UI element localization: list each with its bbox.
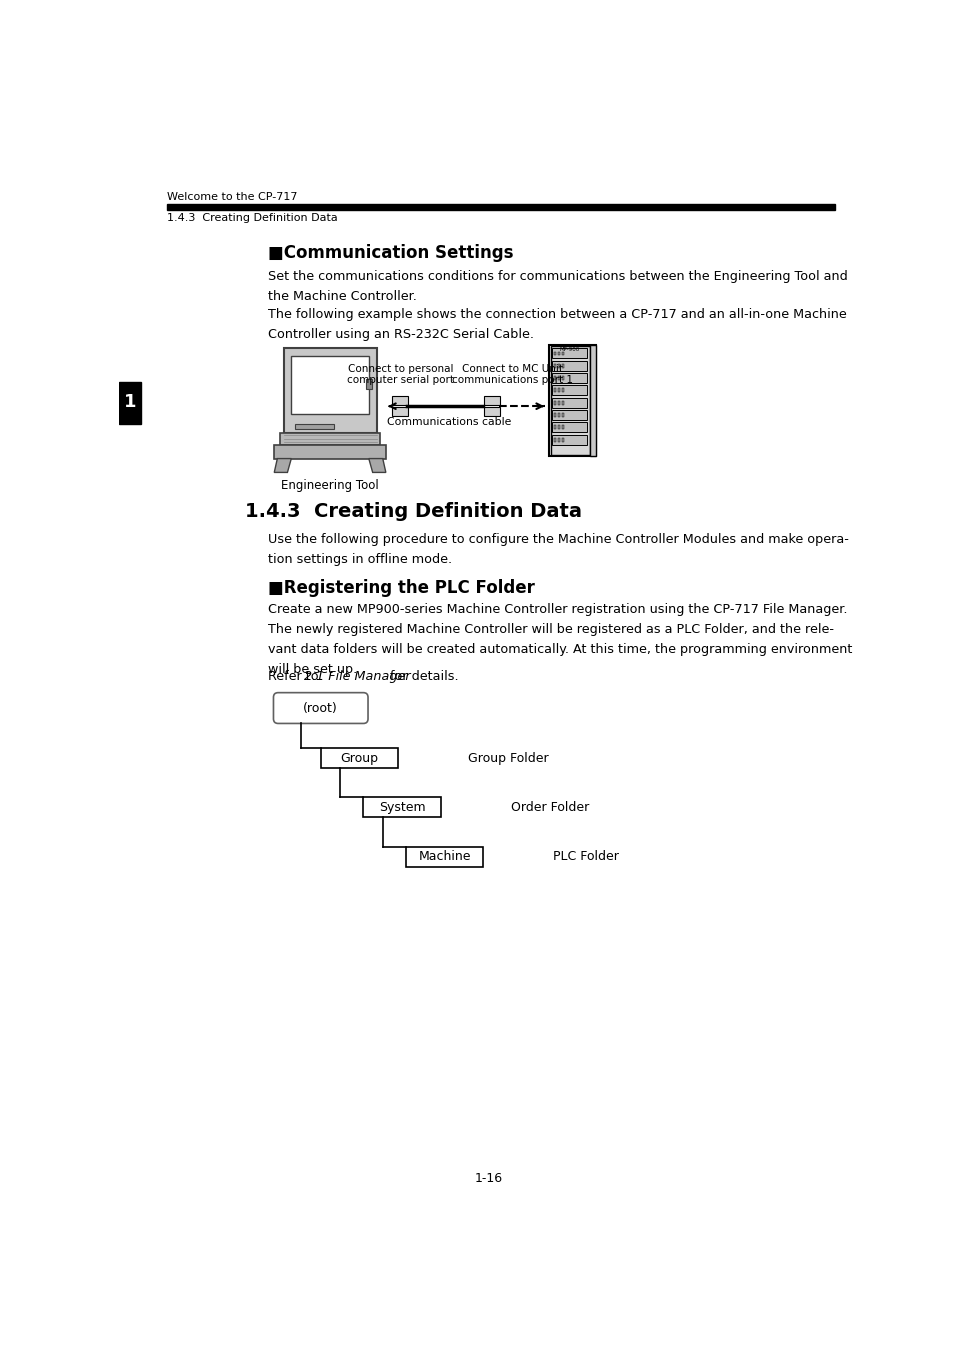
Bar <box>554 438 556 442</box>
Text: Communications cable: Communications cable <box>386 417 511 427</box>
Text: Welcome to the CP-717: Welcome to the CP-717 <box>167 192 297 203</box>
Text: (root): (root) <box>303 701 337 715</box>
Bar <box>554 413 556 417</box>
Text: PLC Folder: PLC Folder <box>553 850 618 863</box>
Bar <box>558 426 559 430</box>
Bar <box>561 401 563 405</box>
Bar <box>561 351 563 355</box>
Text: 1: 1 <box>124 393 136 411</box>
Text: MP-900: MP-900 <box>558 347 579 351</box>
Bar <box>558 363 559 367</box>
Text: Order Folder: Order Folder <box>510 801 588 813</box>
Text: Engineering Tool: Engineering Tool <box>281 478 378 492</box>
Bar <box>554 376 556 380</box>
Text: Create a new MP900-series Machine Controller registration using the CP-717 File : Create a new MP900-series Machine Contro… <box>268 603 852 676</box>
Bar <box>554 401 556 405</box>
Text: Machine: Machine <box>418 850 471 863</box>
Bar <box>279 434 380 444</box>
Text: for details.: for details. <box>385 670 458 684</box>
FancyBboxPatch shape <box>274 693 368 723</box>
Text: Group Folder: Group Folder <box>468 751 548 765</box>
Text: 2.1 File Manager: 2.1 File Manager <box>303 670 410 684</box>
Bar <box>365 380 372 389</box>
Bar <box>552 397 586 408</box>
Bar <box>552 349 586 358</box>
Bar <box>549 345 596 457</box>
FancyBboxPatch shape <box>484 396 499 405</box>
Bar <box>320 748 397 769</box>
Bar <box>294 424 334 430</box>
FancyBboxPatch shape <box>484 407 499 416</box>
FancyBboxPatch shape <box>392 396 407 405</box>
Bar <box>552 411 586 420</box>
Bar <box>554 363 556 367</box>
Bar <box>558 438 559 442</box>
Bar <box>558 413 559 417</box>
Text: Refer to: Refer to <box>268 670 322 684</box>
Bar <box>561 376 563 380</box>
Bar <box>552 373 586 384</box>
Bar <box>554 389 556 392</box>
Bar <box>554 351 556 355</box>
Bar <box>589 345 596 457</box>
Bar <box>363 797 440 817</box>
Text: 1-16: 1-16 <box>475 1173 502 1185</box>
Bar <box>554 426 556 430</box>
Bar <box>406 847 483 867</box>
Bar <box>561 389 563 392</box>
Bar <box>561 363 563 367</box>
Bar <box>558 351 559 355</box>
Bar <box>550 346 589 455</box>
Text: Connect to personal
computer serial port: Connect to personal computer serial port <box>347 363 454 385</box>
Bar <box>552 385 586 396</box>
Bar <box>552 435 586 444</box>
Bar <box>119 381 141 424</box>
Text: ■Communication Settings: ■Communication Settings <box>268 243 513 262</box>
Text: Connect to MC Unit
communications port 1: Connect to MC Unit communications port 1 <box>451 363 572 385</box>
Bar <box>552 361 586 370</box>
Text: Use the following procedure to configure the Machine Controller Modules and make: Use the following procedure to configure… <box>268 534 848 566</box>
Bar <box>274 444 385 458</box>
Text: System: System <box>378 801 425 813</box>
FancyBboxPatch shape <box>392 407 407 416</box>
Bar <box>167 204 835 209</box>
Bar <box>283 349 376 434</box>
Text: The following example shows the connection between a CP-717 and an all-in-one Ma: The following example shows the connecti… <box>268 308 846 342</box>
Bar <box>561 426 563 430</box>
Polygon shape <box>369 458 385 473</box>
Bar <box>552 423 586 432</box>
Text: 1.4.3  Creating Definition Data: 1.4.3 Creating Definition Data <box>245 503 581 521</box>
Bar <box>558 376 559 380</box>
Polygon shape <box>274 458 291 473</box>
Bar <box>558 401 559 405</box>
Bar <box>561 413 563 417</box>
Bar <box>291 357 369 413</box>
Text: Group: Group <box>340 751 378 765</box>
Text: 1.4.3  Creating Definition Data: 1.4.3 Creating Definition Data <box>167 213 337 223</box>
Text: ■Registering the PLC Folder: ■Registering the PLC Folder <box>268 580 535 597</box>
Bar <box>561 438 563 442</box>
Bar <box>558 389 559 392</box>
Text: Set the communications conditions for communications between the Engineering Too: Set the communications conditions for co… <box>268 270 847 303</box>
